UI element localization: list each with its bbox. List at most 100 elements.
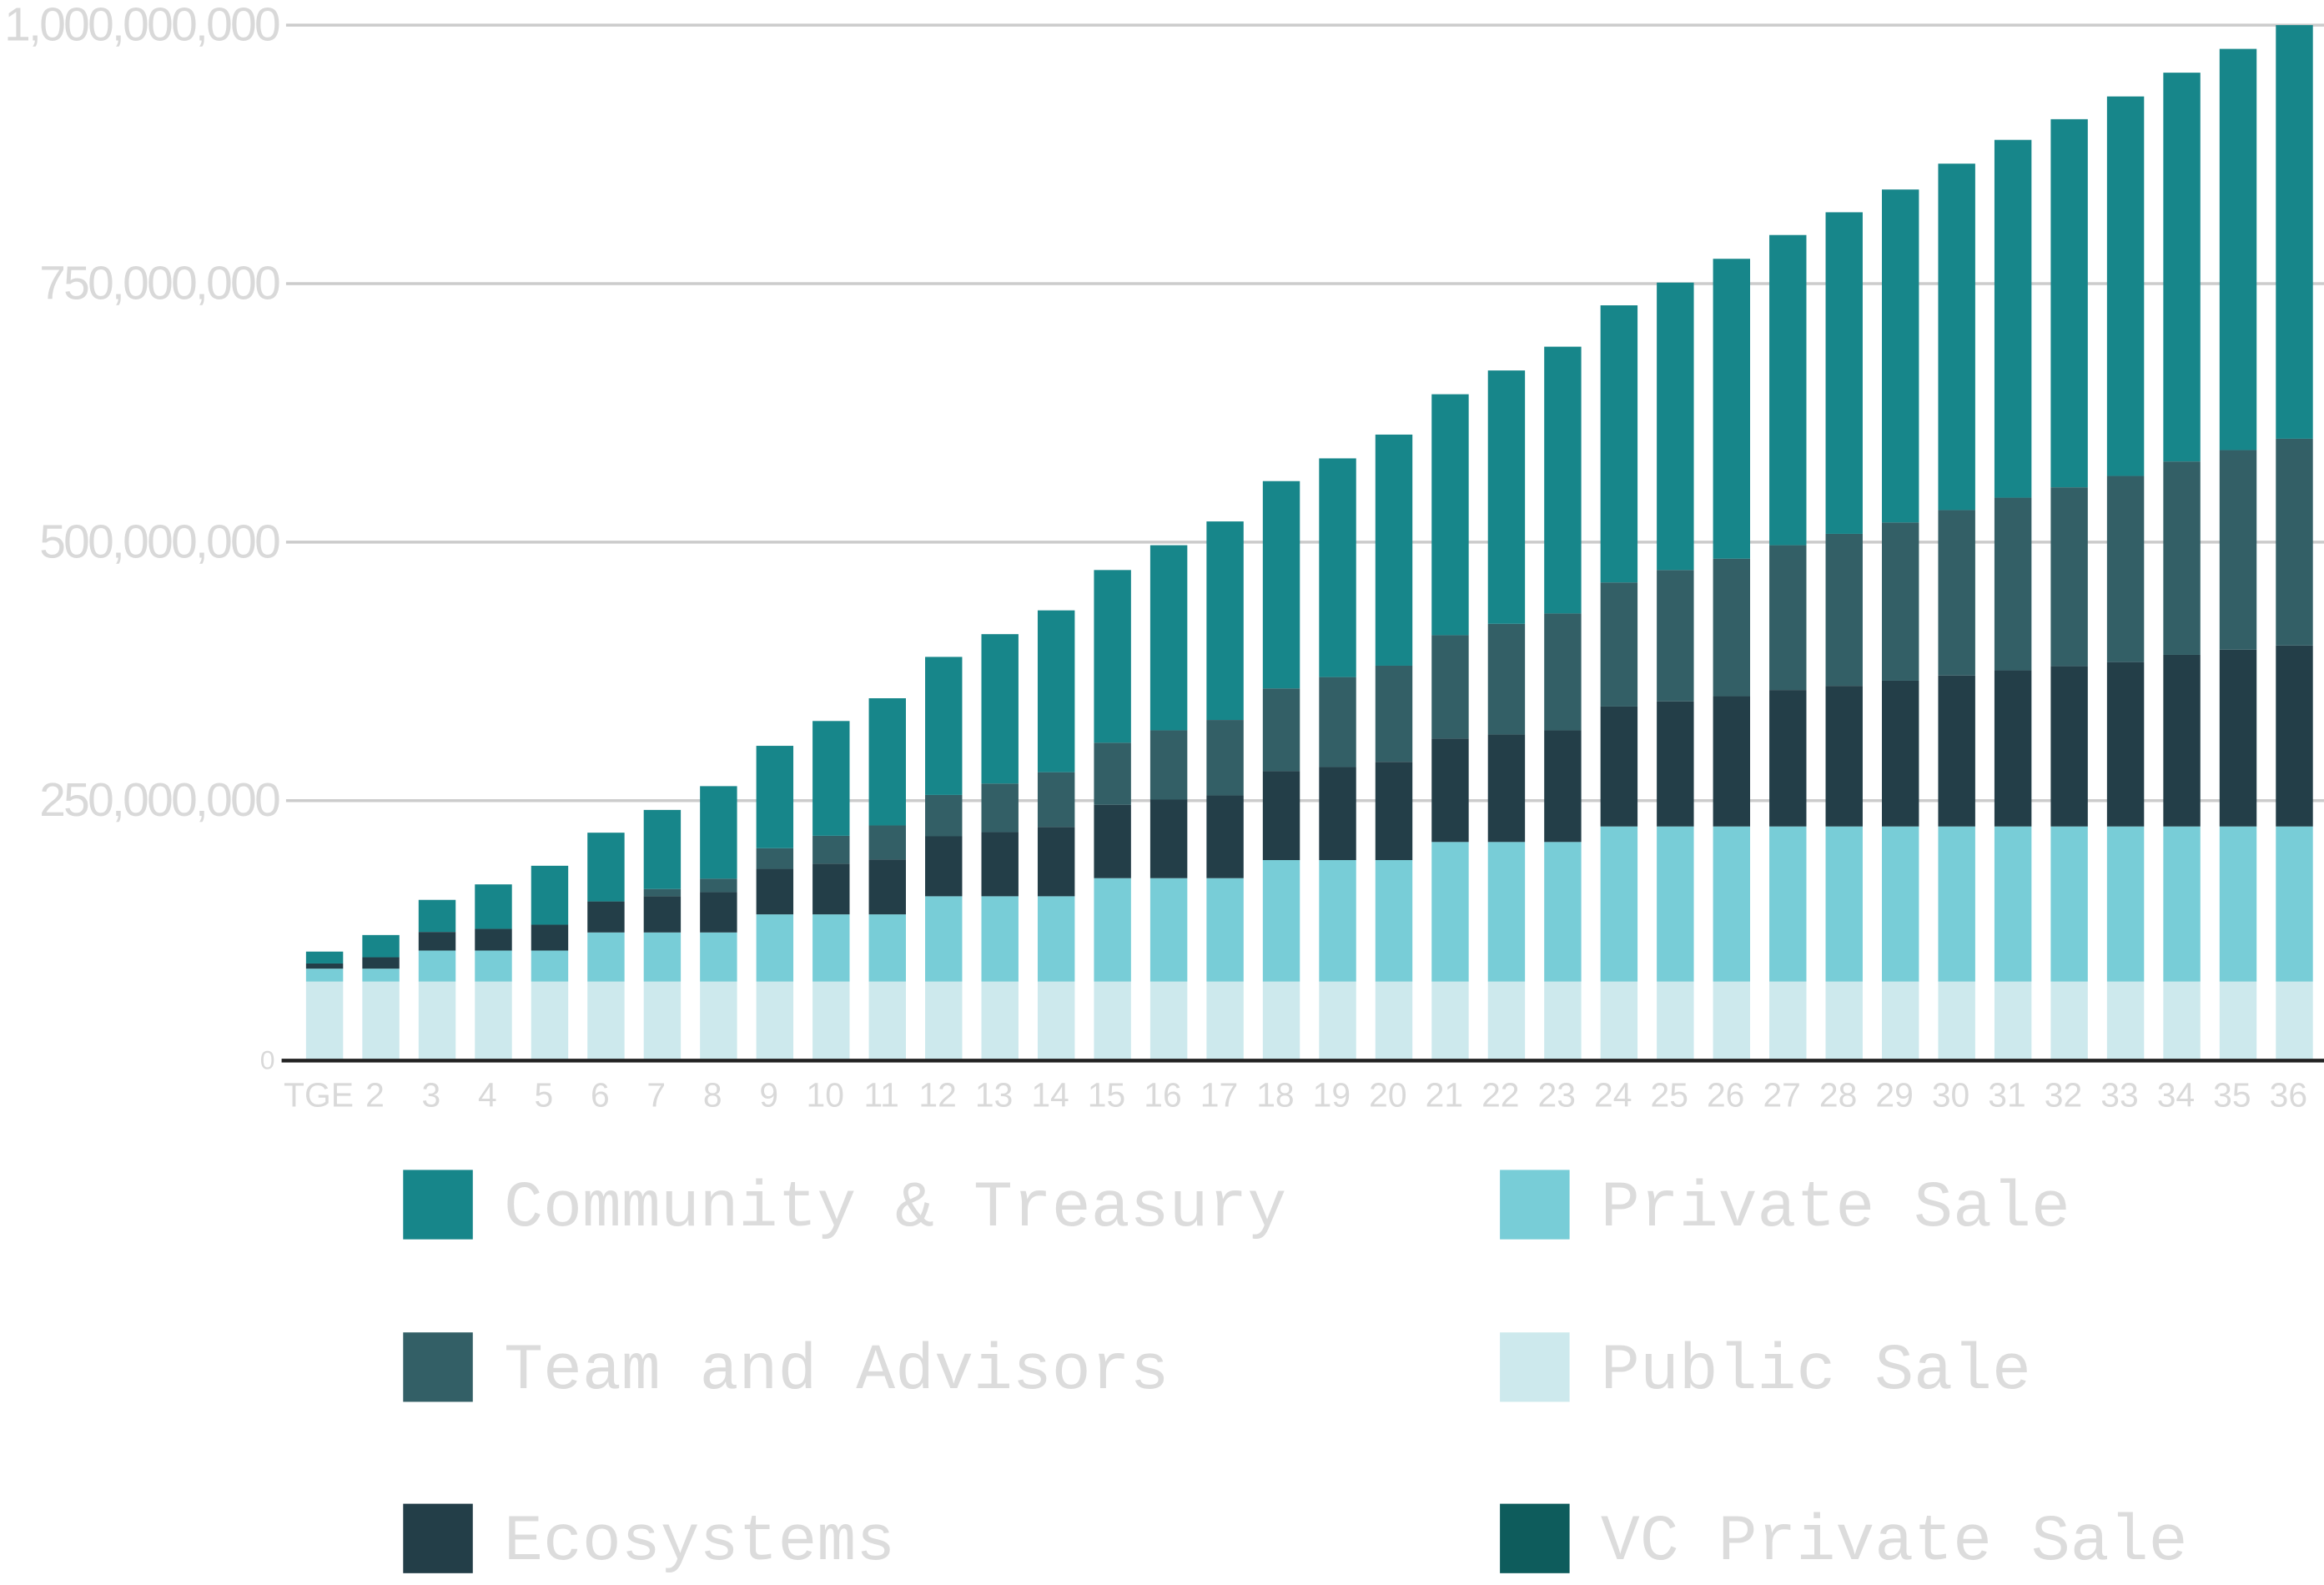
bar-segment	[1938, 981, 1975, 1059]
bar-segment	[981, 783, 1019, 833]
bar-segment	[587, 932, 625, 982]
bar-segment	[1544, 613, 1582, 731]
bar-segment	[305, 951, 344, 964]
bar-segment	[1319, 860, 1356, 982]
bar-segment	[362, 969, 400, 982]
bar-segment	[1881, 522, 1919, 681]
bar-segment	[2050, 666, 2088, 827]
x-tick-label: 12	[918, 1075, 956, 1114]
bar-segment	[868, 981, 906, 1059]
bar-segment	[1037, 827, 1075, 897]
bar-segment	[925, 794, 963, 837]
legend-swatch	[403, 1332, 473, 1402]
bar-segment	[1431, 981, 1469, 1059]
bar-segment	[756, 746, 794, 848]
x-tick-label: TGE	[284, 1075, 354, 1114]
bar-segment	[362, 957, 400, 969]
bar-segment	[1881, 826, 1919, 982]
legend-swatch	[1500, 1332, 1570, 1402]
bar-segment	[1487, 623, 1526, 735]
x-tick-label: 3	[422, 1075, 441, 1114]
x-tick-label: 15	[1088, 1075, 1125, 1114]
bar-segment	[1769, 690, 1807, 827]
bar-segment	[700, 786, 737, 879]
bar-segment	[1657, 826, 1694, 982]
bar-segment	[1487, 370, 1526, 624]
x-tick-label: 24	[1594, 1075, 1632, 1114]
bar-segment	[2276, 645, 2313, 827]
bar-segment	[1037, 981, 1075, 1059]
bar-segment	[1657, 282, 1694, 571]
bar-segment	[756, 981, 794, 1059]
bar-segment	[643, 809, 682, 889]
bar-segment	[2106, 826, 2145, 982]
bar-segment	[475, 884, 512, 929]
x-tick-label: 29	[1875, 1075, 1913, 1114]
x-tick-label: 18	[1256, 1075, 1294, 1114]
bar-segment	[1544, 842, 1582, 982]
x-tick-label: 14	[1031, 1075, 1069, 1114]
bar-segment	[1713, 259, 1751, 559]
bar-segment	[812, 721, 850, 836]
bar-segment	[587, 901, 625, 933]
bar-segment	[1149, 730, 1188, 800]
bar-segment	[2276, 826, 2313, 982]
bar-segment	[1994, 981, 2032, 1059]
bar-segment	[1713, 981, 1751, 1059]
x-tick-label: 34	[2157, 1075, 2195, 1114]
bar-segment	[1994, 497, 2032, 671]
bar-segment	[981, 832, 1019, 897]
bar-segment	[2050, 826, 2088, 982]
bar-segment	[1657, 981, 1694, 1059]
bar-segment	[1769, 981, 1807, 1059]
legend-label: Private Sale	[1601, 1172, 2070, 1245]
bar-segment	[1094, 804, 1131, 878]
x-tick-label: 4	[478, 1075, 497, 1114]
bar-segment	[1206, 981, 1244, 1059]
legend-swatch	[403, 1503, 473, 1573]
bar-segment	[2276, 438, 2313, 646]
x-tick-label: 31	[1988, 1075, 2025, 1114]
bar-segment	[1938, 675, 1975, 827]
x-tick-label: 30	[1932, 1075, 1969, 1114]
bar-segment	[700, 892, 737, 933]
bar-segment	[1938, 164, 1975, 511]
bar-segment	[305, 963, 344, 969]
bar-segment	[1487, 734, 1526, 843]
bar-segment	[1206, 720, 1244, 796]
bar-segment	[418, 950, 456, 982]
bar-segment	[925, 981, 963, 1059]
bar-segment	[700, 932, 737, 982]
x-tick-label: 5	[534, 1075, 553, 1114]
bar-segment	[1319, 767, 1356, 861]
bar-segment	[2106, 476, 2145, 662]
bar-segment	[1431, 635, 1469, 739]
legend-label: VC Private Sale	[1601, 1506, 2188, 1579]
bar-segment	[531, 865, 569, 925]
bar-segment	[1431, 842, 1469, 982]
bar-segment	[868, 914, 906, 982]
bar-segment	[643, 896, 682, 933]
bar-segment	[643, 981, 682, 1059]
y-tick-label: 500,000,000	[39, 516, 279, 568]
bar-segment	[868, 859, 906, 915]
bar-segment	[868, 698, 906, 826]
x-tick-label: 27	[1763, 1075, 1800, 1114]
bar-segment	[1149, 878, 1188, 982]
bar-segment	[1262, 860, 1300, 982]
bar-segment	[418, 932, 456, 951]
bar-segment	[1487, 842, 1526, 982]
x-tick-label: 32	[2045, 1075, 2082, 1114]
y-tick-label: 750,000,000	[39, 258, 279, 310]
x-tick-label: 21	[1426, 1075, 1463, 1114]
bar-segment	[1938, 510, 1975, 676]
bar-segment	[1094, 878, 1131, 982]
bar-segment	[587, 981, 625, 1059]
bar-segment	[2050, 118, 2088, 488]
x-tick-label: 35	[2213, 1075, 2251, 1114]
bar-segment	[2219, 48, 2257, 450]
bar-segment	[1938, 826, 1975, 982]
bar-segment	[1149, 545, 1188, 731]
bar-segment	[2163, 654, 2201, 827]
